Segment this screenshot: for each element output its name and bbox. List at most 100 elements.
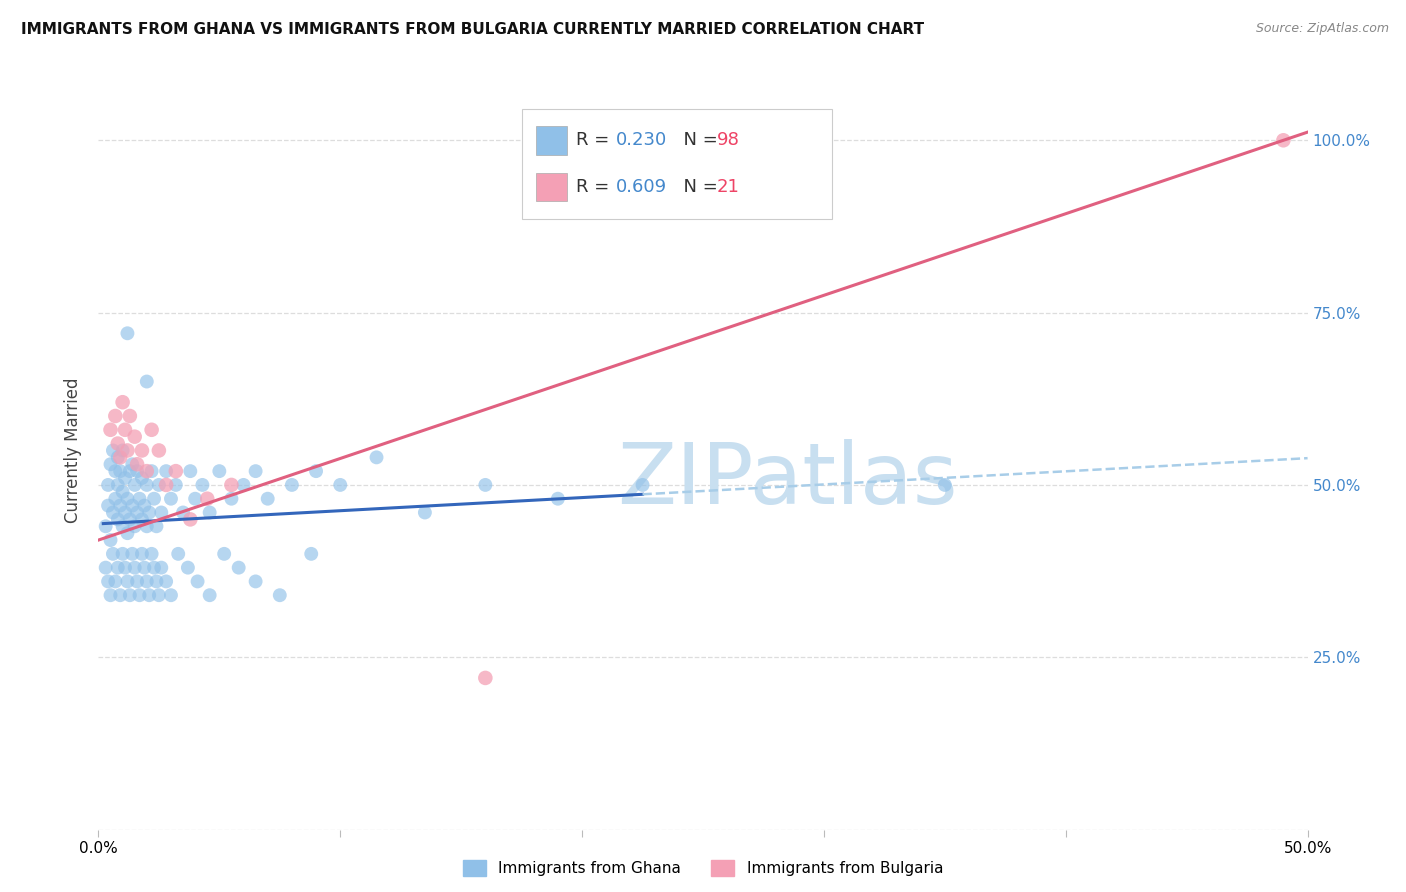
Point: [108, 464, 131, 478]
Point: [145, 574, 167, 589]
Point: [148, 478, 170, 492]
Point: [212, 547, 235, 561]
Point: [145, 519, 167, 533]
Point: [107, 436, 129, 450]
Point: [131, 471, 153, 485]
Point: [135, 464, 157, 478]
Point: [100, 588, 122, 602]
Point: [111, 484, 134, 499]
Point: [138, 506, 160, 520]
Point: [155, 464, 177, 478]
Point: [111, 395, 134, 409]
Point: [114, 423, 136, 437]
Point: [221, 491, 243, 506]
Point: [97, 499, 120, 513]
Point: [101, 506, 124, 520]
Point: [97, 574, 120, 589]
Text: 0.230: 0.230: [616, 131, 666, 149]
Point: [155, 478, 177, 492]
Point: [100, 533, 122, 547]
Text: Source: ZipAtlas.com: Source: ZipAtlas.com: [1256, 22, 1389, 36]
Point: [128, 491, 150, 506]
Point: [135, 519, 157, 533]
Point: [135, 478, 157, 492]
Point: [134, 560, 156, 574]
Point: [101, 443, 124, 458]
Point: [94, 519, 117, 533]
Point: [232, 478, 254, 492]
Point: [124, 560, 146, 574]
Point: [108, 450, 131, 465]
Point: [100, 423, 122, 437]
Point: [413, 506, 436, 520]
Point: [121, 457, 143, 471]
Point: [187, 574, 209, 589]
Point: [141, 547, 163, 561]
Point: [117, 443, 139, 458]
Legend: Immigrants from Ghana, Immigrants from Bulgaria: Immigrants from Ghana, Immigrants from B…: [457, 855, 949, 882]
Point: [198, 588, 221, 602]
Point: [101, 547, 124, 561]
Text: 98: 98: [717, 131, 740, 149]
Point: [281, 478, 304, 492]
Point: [165, 478, 187, 492]
Text: 21: 21: [717, 178, 740, 196]
Point: [107, 560, 129, 574]
Point: [134, 499, 156, 513]
Point: [269, 588, 291, 602]
Point: [143, 560, 166, 574]
Point: [118, 512, 141, 526]
Point: [179, 464, 201, 478]
Point: [138, 588, 160, 602]
Point: [127, 574, 149, 589]
Point: [934, 478, 956, 492]
Point: [208, 464, 231, 478]
Point: [160, 588, 183, 602]
Point: [111, 519, 134, 533]
Point: [100, 457, 122, 471]
Point: [198, 506, 221, 520]
Point: [305, 464, 328, 478]
Point: [104, 574, 127, 589]
Point: [127, 506, 149, 520]
Point: [165, 464, 187, 478]
Point: [221, 478, 243, 492]
Point: [108, 499, 131, 513]
Text: IMMIGRANTS FROM GHANA VS IMMIGRANTS FROM BULGARIA CURRENTLY MARRIED CORRELATION : IMMIGRANTS FROM GHANA VS IMMIGRANTS FROM…: [21, 22, 924, 37]
Point: [111, 547, 134, 561]
Point: [135, 574, 157, 589]
Text: N =: N =: [672, 131, 724, 149]
Point: [245, 574, 267, 589]
Point: [121, 547, 143, 561]
Point: [117, 326, 139, 341]
Point: [121, 499, 143, 513]
Point: [155, 574, 177, 589]
Point: [184, 491, 207, 506]
Point: [150, 560, 173, 574]
Point: [256, 491, 278, 506]
Point: [111, 443, 134, 458]
Point: [167, 547, 190, 561]
Point: [179, 512, 201, 526]
Point: [114, 471, 136, 485]
Point: [118, 588, 141, 602]
Point: [143, 491, 166, 506]
Point: [114, 560, 136, 574]
Point: [141, 423, 163, 437]
Point: [366, 450, 388, 465]
Point: [547, 491, 569, 506]
Point: [127, 457, 149, 471]
Point: [118, 409, 141, 423]
Point: [117, 491, 139, 506]
Point: [107, 512, 129, 526]
Point: [131, 443, 153, 458]
Text: ZIPatlas: ZIPatlas: [617, 439, 957, 523]
Point: [299, 547, 322, 561]
Point: [631, 478, 654, 492]
Point: [94, 560, 117, 574]
Point: [329, 478, 352, 492]
Point: [150, 506, 173, 520]
Point: [117, 574, 139, 589]
Point: [245, 464, 267, 478]
Point: [104, 409, 127, 423]
